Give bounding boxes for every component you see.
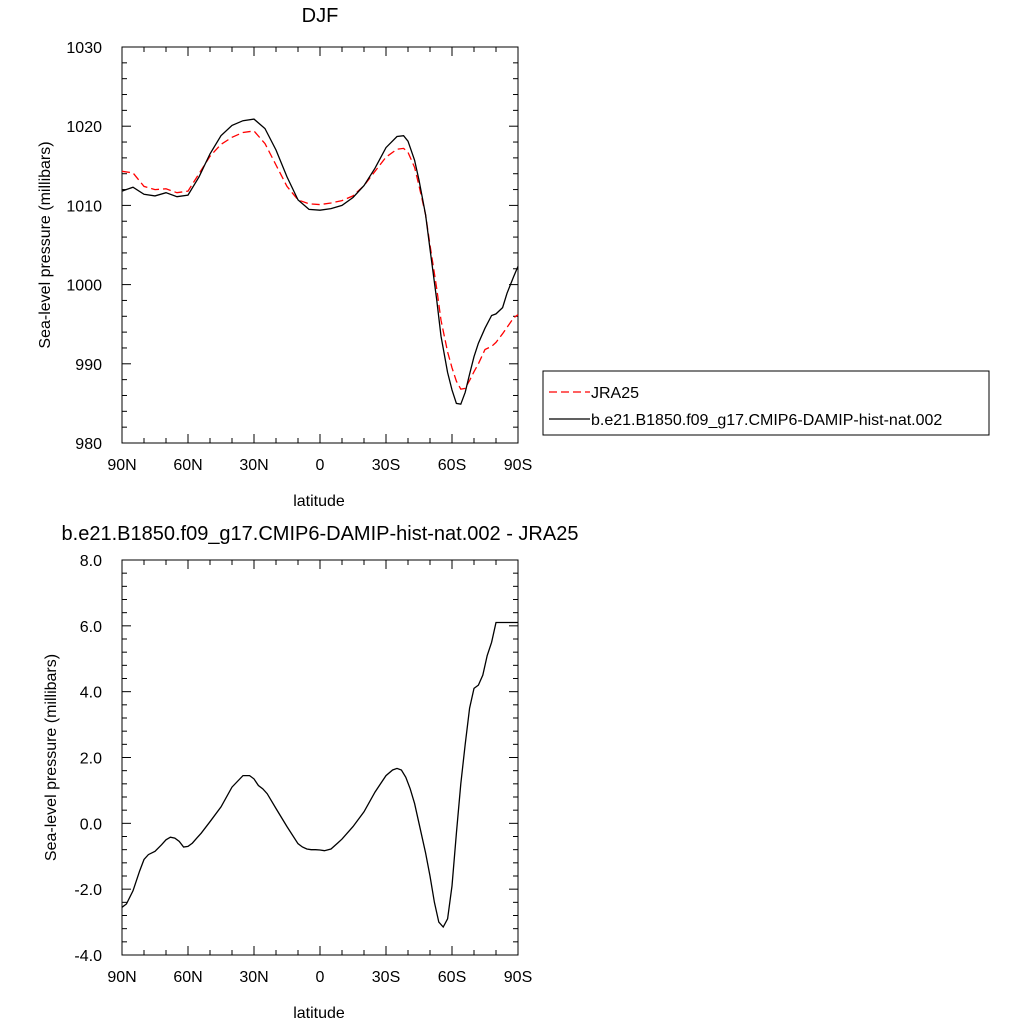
legend-label: b.e21.B1850.f09_g17.CMIP6-DAMIP-hist-nat… bbox=[591, 412, 942, 429]
x-axis-label: latitude bbox=[293, 493, 345, 510]
x-tick-label: 90S bbox=[504, 969, 532, 986]
y-tick-label: 1030 bbox=[66, 40, 102, 57]
y-axis-label: Sea-level pressure (millibars) bbox=[37, 141, 54, 348]
chart-legend: JRA25 b.e21.B1850.f09_g17.CMIP6-DAMIP-his… bbox=[542, 370, 990, 436]
x-axis-label: latitude bbox=[293, 1005, 345, 1022]
y-tick-label: -2.0 bbox=[74, 882, 102, 899]
x-tick-label: 60N bbox=[173, 457, 202, 474]
y-tick-label: 1000 bbox=[66, 278, 102, 295]
chart-title: DJF bbox=[302, 5, 339, 27]
chart-panel-1: DJF 90N 60N 30N 0 30S 60S 90S 980 990 1000 1010 1020… bbox=[37, 5, 990, 510]
plot-frame bbox=[121, 46, 519, 444]
x-tick-label: 90N bbox=[107, 457, 136, 474]
y-tick-label: 980 bbox=[75, 436, 102, 453]
x-tick-label: 60S bbox=[438, 457, 466, 474]
x-tick-label: 30S bbox=[372, 969, 400, 986]
legend-label: JRA25 bbox=[591, 385, 639, 402]
series-line-jra25 bbox=[121, 130, 519, 390]
x-tick-label: 30N bbox=[239, 969, 268, 986]
y-axis-label: Sea-level pressure (millibars) bbox=[43, 654, 60, 861]
y-tick-label: 1010 bbox=[66, 198, 102, 215]
y-tick-label: 0.0 bbox=[80, 816, 102, 833]
y-tick-label: 6.0 bbox=[80, 619, 102, 636]
x-tick-label: 90S bbox=[504, 457, 532, 474]
series-line-model bbox=[121, 118, 519, 405]
x-tick-label: 0 bbox=[316, 457, 325, 474]
y-tick-label: 2.0 bbox=[80, 751, 102, 768]
y-tick-label: 4.0 bbox=[80, 685, 102, 702]
y-tick-label: 990 bbox=[75, 357, 102, 374]
x-tick-label: 0 bbox=[316, 969, 325, 986]
x-tick-label: 30N bbox=[239, 457, 268, 474]
x-tick-label: 30S bbox=[372, 457, 400, 474]
chart-title: b.e21.B1850.f09_g17.CMIP6-DAMIP-hist-nat… bbox=[62, 523, 579, 545]
plot-frame bbox=[121, 559, 519, 956]
y-tick-label: 1020 bbox=[66, 119, 102, 136]
x-tick-label: 60S bbox=[438, 969, 466, 986]
chart-panel-2: b.e21.B1850.f09_g17.CMIP6-DAMIP-hist-nat… bbox=[43, 523, 578, 1022]
x-tick-label: 90N bbox=[107, 969, 136, 986]
legend-box bbox=[542, 370, 990, 436]
x-tick-label: 60N bbox=[173, 969, 202, 986]
y-tick-label: -4.0 bbox=[74, 948, 102, 965]
series-line-difference bbox=[121, 621, 518, 929]
y-tick-label: 8.0 bbox=[80, 553, 102, 570]
